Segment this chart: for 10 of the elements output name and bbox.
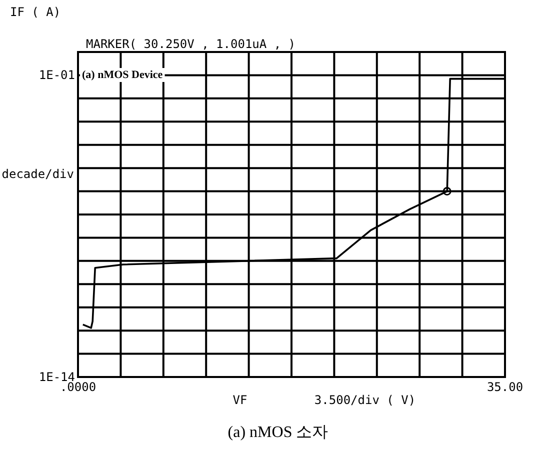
x-tick-label: .0000 — [60, 380, 96, 394]
text: 3.500/div ( V) — [314, 393, 416, 407]
text: MARKER( 30.250V , 1.001uA , ) — [86, 37, 296, 51]
text: decade/div — [2, 167, 74, 181]
y-axis-title: IF ( A) — [10, 5, 61, 19]
text: (a) nMOS 소자 — [228, 424, 328, 441]
x-tick-label: 35.00 — [486, 380, 524, 394]
x-axis-title: VF — [232, 393, 248, 407]
annotation: (a) nMOS Device — [82, 69, 163, 81]
y-tick-label: 1E-01 — [38, 68, 75, 82]
